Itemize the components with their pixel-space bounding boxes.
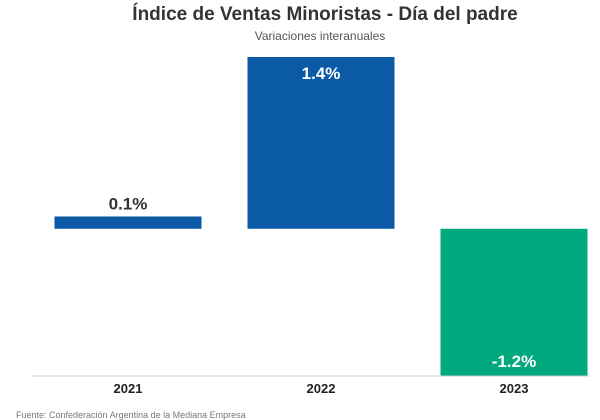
bars-group [54, 57, 588, 376]
bar-2023 [440, 228, 588, 376]
x-tick-2022: 2022 [307, 381, 336, 396]
data-label-2022: 1.4% [302, 64, 341, 83]
data-labels: 0.1% 1.4% -1.2% [109, 64, 537, 371]
bar-2022 [247, 57, 395, 229]
x-tick-2023: 2023 [500, 381, 529, 396]
x-tick-labels: 2021 2022 2023 [114, 381, 529, 396]
bar-2021 [54, 216, 202, 229]
chart-subtitle: Variaciones interanuales [254, 29, 386, 43]
data-label-2023: -1.2% [492, 352, 536, 371]
chart-title: Índice de Ventas Minoristas - Día del pa… [132, 4, 518, 25]
x-tick-2021: 2021 [114, 381, 143, 396]
data-label-2021: 0.1% [109, 195, 148, 214]
chart-source: Fuente: Confederación Argentina de la Me… [16, 410, 246, 420]
